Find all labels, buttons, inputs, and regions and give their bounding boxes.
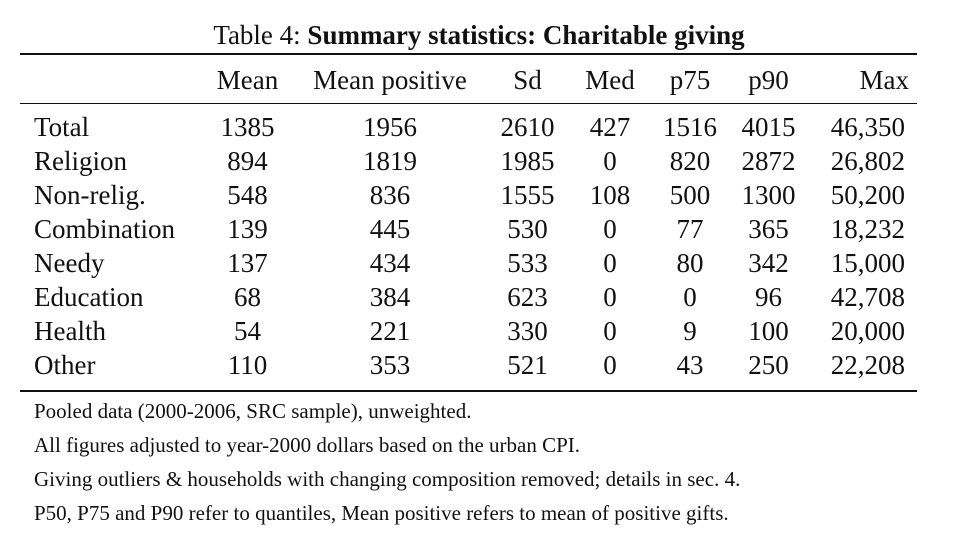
cell-sd: 521 xyxy=(507,350,548,380)
cell-p75: 500 xyxy=(669,180,711,210)
col-header-p75: p75 xyxy=(669,65,711,95)
col-header-sd: Sd xyxy=(513,65,542,95)
cell-p90: 342 xyxy=(748,248,789,278)
cell-p90: 96 xyxy=(755,282,782,312)
cell-p75: 80 xyxy=(676,248,704,278)
cell-p90: 100 xyxy=(748,316,789,346)
cell-sd: 623 xyxy=(507,282,548,312)
cell-sd: 533 xyxy=(507,248,548,278)
cell-mean-positive: 836 xyxy=(369,180,411,210)
caption-prefix: Table 4: xyxy=(213,20,308,50)
cell-max: 26,802 xyxy=(830,146,905,176)
cell-med: 427 xyxy=(589,112,631,142)
col-header xyxy=(20,62,200,98)
cell-sd: 330 xyxy=(507,316,548,346)
cell-mean: 137 xyxy=(227,248,268,278)
cell-max: 50,200 xyxy=(830,180,905,210)
row-label: Other xyxy=(34,350,96,380)
header-table: Mean Mean positive Sd Med p75 p90 Max xyxy=(20,62,917,98)
row-label: Total xyxy=(34,112,90,142)
row-label: Non-relig. xyxy=(34,180,146,210)
cell-max: 20,000 xyxy=(830,316,905,346)
row-label: Education xyxy=(34,282,144,312)
cell-p75: 1516 xyxy=(663,112,717,142)
cell-mean-positive: 445 xyxy=(369,214,411,244)
cell-med: 108 xyxy=(589,180,631,210)
cell-mean: 548 xyxy=(227,180,268,210)
cell-p75: 9 xyxy=(683,316,697,346)
cell-mean: 68 xyxy=(234,282,261,312)
table-row: Non-relig. 548 836 1555 108 500 1300 50,… xyxy=(20,178,917,212)
top-rule xyxy=(20,53,917,55)
cell-max: 46,350 xyxy=(830,112,905,142)
header-row: Mean Mean positive Sd Med p75 p90 Max xyxy=(20,62,917,98)
cell-mean-positive: 434 xyxy=(369,248,411,278)
cell-sd: 1985 xyxy=(500,146,555,176)
note-line: Giving outliers & households with changi… xyxy=(34,467,741,491)
cell-mean-positive: 221 xyxy=(369,316,411,346)
row-label: Combination xyxy=(34,214,175,244)
cell-med: 0 xyxy=(603,316,617,346)
col-header-mean: Mean xyxy=(216,65,279,95)
bottom-rule xyxy=(20,390,917,392)
caption-title: Summary statistics: Charitable giving xyxy=(307,20,745,50)
cell-med: 0 xyxy=(603,146,617,176)
col-header-med: Med xyxy=(585,65,635,95)
cell-med: 0 xyxy=(603,214,617,244)
table-row: Education 68 384 623 0 0 96 42,708 xyxy=(20,280,917,314)
cell-sd: 530 xyxy=(507,214,548,244)
cell-p90: 2872 xyxy=(741,146,796,176)
cell-p90: 4015 xyxy=(741,112,796,142)
cell-p75: 43 xyxy=(676,350,704,380)
cell-mean: 894 xyxy=(227,146,268,176)
note-line: Pooled data (2000-2006, SRC sample), unw… xyxy=(34,399,472,423)
cell-med: 0 xyxy=(603,248,617,278)
note-line: P50, P75 and P90 refer to quantiles, Mea… xyxy=(34,501,729,525)
table-row: Religion 894 1819 1985 0 820 2872 26,802 xyxy=(20,144,917,178)
cell-max: 22,208 xyxy=(830,350,905,380)
cell-mean: 1385 xyxy=(220,112,275,142)
cell-mean-positive: 1819 xyxy=(363,146,417,176)
header-rule xyxy=(20,103,917,104)
cell-mean-positive: 353 xyxy=(369,350,411,380)
cell-mean-positive: 384 xyxy=(369,282,411,312)
cell-max: 18,232 xyxy=(830,214,905,244)
table-row: Other 110 353 521 0 43 250 22,208 xyxy=(20,348,917,382)
cell-mean: 110 xyxy=(227,350,268,380)
cell-sd: 1555 xyxy=(500,180,555,210)
row-label: Health xyxy=(34,316,106,346)
note-line: All figures adjusted to year-2000 dollar… xyxy=(34,433,581,457)
cell-p75: 820 xyxy=(669,146,711,176)
cell-sd: 2610 xyxy=(500,112,555,142)
table-caption: Table 4: Summary statistics: Charitable … xyxy=(0,18,958,52)
table-row: Needy 137 434 533 0 80 342 15,000 xyxy=(20,246,917,280)
table-row: Combination 139 445 530 0 77 365 18,232 xyxy=(20,212,917,246)
cell-p90: 365 xyxy=(748,214,789,244)
cell-mean: 54 xyxy=(234,316,261,346)
row-label: Religion xyxy=(34,146,127,176)
cell-p75: 77 xyxy=(676,214,704,244)
table-notes: Pooled data (2000-2006, SRC sample), unw… xyxy=(34,395,740,531)
col-header-max: Max xyxy=(859,65,910,95)
col-header-p90: p90 xyxy=(748,65,789,95)
cell-max: 42,708 xyxy=(830,282,905,312)
cell-mean-positive: 1956 xyxy=(363,112,417,142)
cell-med: 0 xyxy=(603,282,617,312)
cell-max: 15,000 xyxy=(830,248,905,278)
row-label: Needy xyxy=(34,248,105,278)
cell-p90: 250 xyxy=(748,350,789,380)
cell-p75: 0 xyxy=(683,282,697,312)
table-row: Total 1385 1956 2610 427 1516 4015 46,35… xyxy=(20,110,917,144)
data-table: Total 1385 1956 2610 427 1516 4015 46,35… xyxy=(20,110,917,382)
cell-med: 0 xyxy=(603,350,617,380)
cell-mean: 139 xyxy=(227,214,268,244)
table-row: Health 54 221 330 0 9 100 20,000 xyxy=(20,314,917,348)
cell-p90: 1300 xyxy=(741,180,796,210)
col-header-mean-positive: Mean positive xyxy=(313,65,467,95)
